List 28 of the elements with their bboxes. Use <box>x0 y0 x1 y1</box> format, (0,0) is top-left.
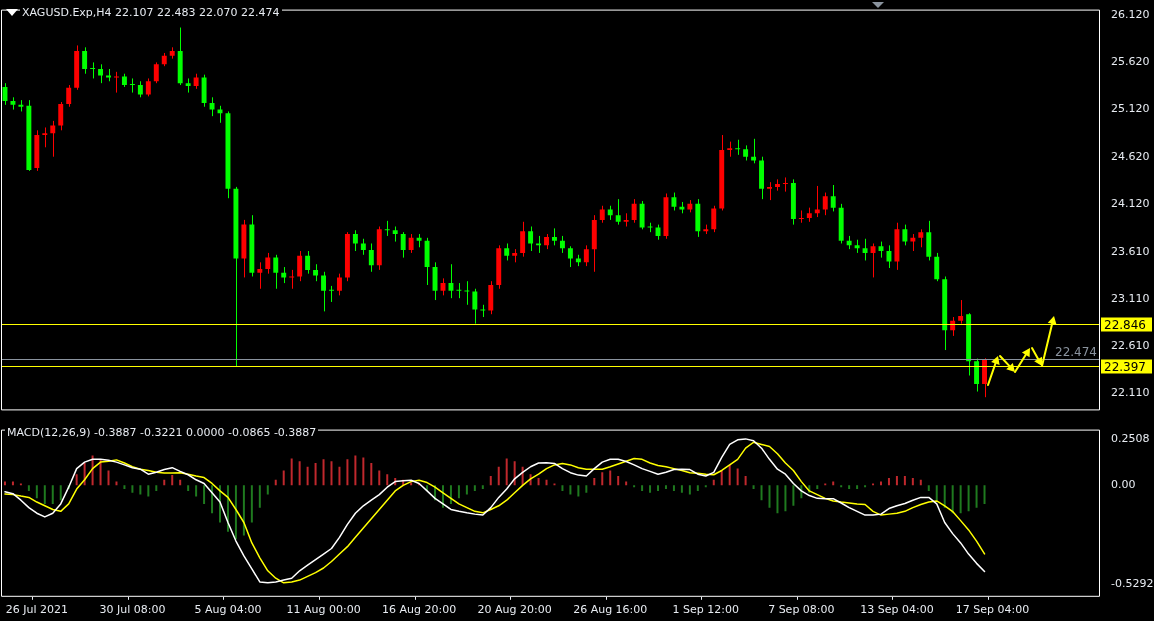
chart-title: MACD(12,26,9) -0.3887 -0.3221 0.0000 -0.0865 -0.3887 <box>5 426 319 439</box>
y-tick-label: 22.610 <box>1111 339 1150 353</box>
x-tick-label: 26 Aug 16:00 <box>573 603 648 617</box>
y-tick-label: 24.120 <box>1111 196 1150 210</box>
y-tick-label: -0.5292 <box>1111 576 1154 590</box>
x-tick-label: 16 Aug 20:00 <box>382 603 457 617</box>
y-tick-label: 24.620 <box>1111 149 1150 163</box>
ref-line-label: 22.474 <box>1055 344 1097 359</box>
ref-line-label: 22.397 <box>1104 359 1146 374</box>
x-tick-label: 5 Aug 04:00 <box>194 603 262 617</box>
y-tick-label: 26.120 <box>1111 8 1150 22</box>
y-tick-label: 0.2508 <box>1111 431 1150 445</box>
ref-line-label: 22.846 <box>1104 317 1146 332</box>
x-tick-label: 30 Jul 08:00 <box>99 603 166 617</box>
y-tick-label: 25.620 <box>1111 55 1150 69</box>
y-tick-label: 23.110 <box>1111 291 1150 305</box>
chart-title: XAGUSD.Exp,H4 22.107 22.483 22.070 22.474 <box>20 6 282 19</box>
y-tick-label: 25.120 <box>1111 102 1150 116</box>
y-tick-label: 0.00 <box>1111 478 1136 492</box>
y-tick-label: 23.610 <box>1111 244 1150 258</box>
x-tick-label: 1 Sep 12:00 <box>672 603 740 617</box>
x-tick-label: 26 Jul 2021 <box>5 603 68 617</box>
y-tick-label: 22.110 <box>1111 386 1150 400</box>
x-tick-label: 7 Sep 08:00 <box>768 603 835 617</box>
x-tick-label: 11 Aug 00:00 <box>286 603 361 617</box>
x-tick-label: 13 Sep 04:00 <box>860 603 934 617</box>
x-tick-label: 20 Aug 20:00 <box>477 603 552 617</box>
x-tick-label: 17 Sep 04:00 <box>955 603 1030 617</box>
